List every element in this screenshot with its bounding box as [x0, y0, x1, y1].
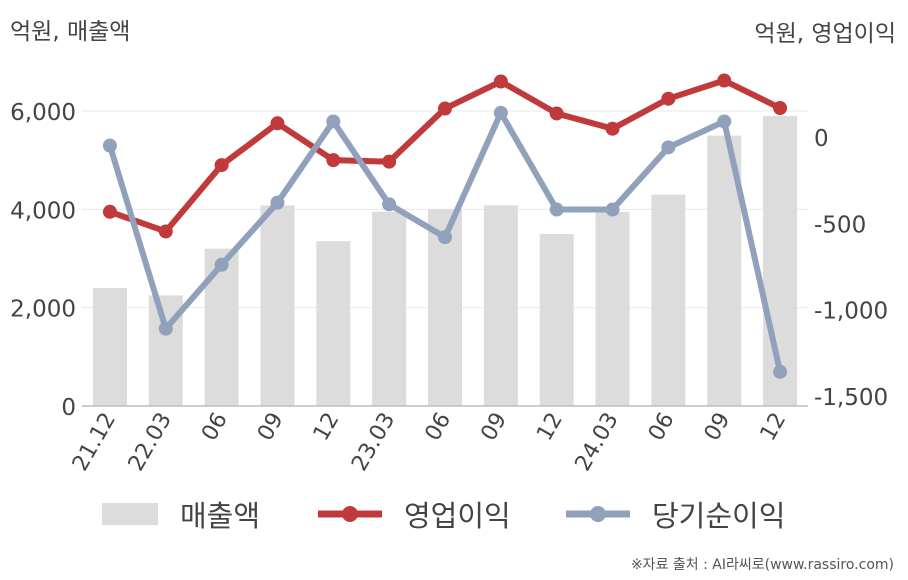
legend-swatch-operating-profit [318, 506, 382, 522]
bar-revenue [204, 248, 239, 406]
bar-revenue [316, 241, 351, 406]
x-tick-label: 09 [700, 409, 736, 446]
x-tick-label: 23.03 [347, 409, 400, 476]
point-net-income [773, 364, 788, 379]
point-operating-profit [717, 73, 732, 88]
bar-revenue [483, 205, 518, 406]
left-tick-label: 2,000 [10, 297, 76, 323]
right-tick-label: 0 [814, 126, 829, 152]
x-tick-label: 06 [421, 409, 457, 446]
point-net-income [605, 202, 620, 217]
right-tick-label: -1,500 [814, 385, 888, 411]
x-tick-label: 06 [197, 409, 233, 446]
point-net-income [102, 138, 117, 153]
point-net-income [326, 114, 341, 129]
point-net-income [549, 202, 564, 217]
point-operating-profit [382, 154, 397, 169]
bar-revenue [92, 288, 127, 406]
legend-item-net-income: 당기순이익 [566, 492, 785, 536]
legend-label-operating-profit: 영업이익 [404, 499, 511, 533]
point-net-income [438, 230, 452, 245]
bar-revenue [651, 194, 686, 406]
point-operating-profit [493, 74, 508, 89]
point-net-income [270, 195, 285, 210]
point-net-income [214, 257, 229, 272]
x-tick-label: 24.03 [571, 409, 624, 476]
x-tick-label: 09 [476, 409, 512, 446]
bar-revenue [539, 233, 574, 406]
source-note: ※자료 출처 : AI라씨로(www.rassiro.com) [630, 557, 894, 573]
right-tick-label: -500 [814, 212, 866, 238]
x-tick-label: 12 [309, 409, 345, 446]
left-tick-label: 6,000 [10, 100, 76, 126]
right-tick-label: -1,000 [814, 299, 888, 325]
point-net-income [158, 321, 173, 336]
point-operating-profit [158, 224, 173, 239]
bar-revenue [372, 211, 407, 406]
x-tick-label: 06 [644, 409, 680, 446]
point-operating-profit [773, 101, 788, 116]
legend-label-revenue: 매출액 [180, 499, 261, 533]
point-net-income [661, 140, 676, 155]
point-operating-profit [214, 158, 229, 173]
point-operating-profit [438, 101, 452, 116]
right-axis-unit-label: 억원, 영업이익 [754, 21, 896, 47]
point-operating-profit [102, 204, 117, 219]
point-net-income [382, 197, 397, 212]
legend-swatch-revenue [102, 503, 158, 525]
x-tick-label: 12 [532, 409, 568, 446]
bar-revenue [260, 205, 295, 406]
point-net-income [717, 114, 732, 129]
x-tick-label: 22.03 [124, 409, 177, 476]
bar-revenue [595, 211, 630, 406]
left-tick-label: 0 [61, 395, 76, 421]
point-operating-profit [605, 121, 620, 136]
legend-label-net-income: 당기순이익 [652, 499, 786, 533]
point-net-income [493, 105, 508, 120]
point-operating-profit [549, 106, 564, 121]
chart-legend: 매출액 영업이익 당기순이익 [0, 492, 908, 536]
bar-revenue [763, 115, 798, 407]
point-operating-profit [661, 91, 676, 106]
left-axis-unit-label: 억원, 매출액 [10, 19, 131, 45]
x-tick-label: 09 [253, 409, 289, 446]
x-tick-label: 12 [756, 409, 792, 446]
legend-item-operating-profit: 영업이익 [318, 492, 511, 536]
left-tick-label: 4,000 [10, 198, 76, 224]
point-operating-profit [326, 153, 341, 168]
legend-swatch-net-income [566, 506, 630, 522]
legend-item-revenue: 매출액 [102, 492, 260, 536]
point-operating-profit [270, 116, 285, 131]
